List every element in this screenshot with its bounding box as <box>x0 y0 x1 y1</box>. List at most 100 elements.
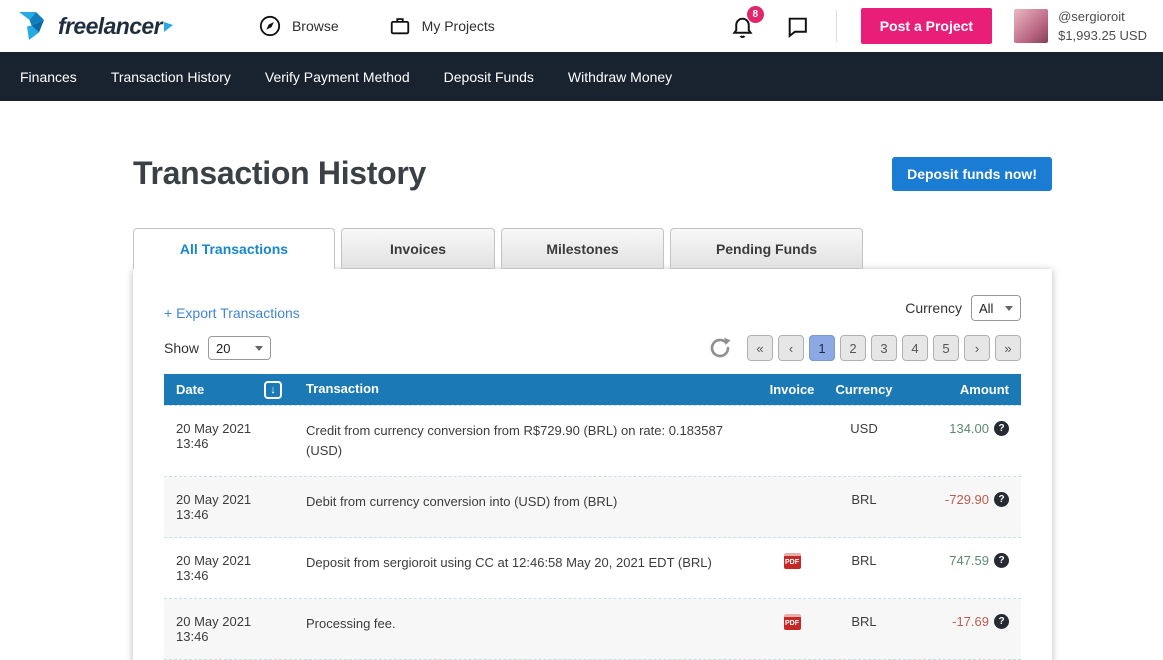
table-header: Date ↓ Transaction Invoice Currency Amou… <box>164 374 1021 405</box>
amount-value: 134.00 <box>949 421 989 436</box>
page-button-2[interactable]: 2 <box>840 335 866 361</box>
subnav-item-withdraw-money[interactable]: Withdraw Money <box>567 68 673 85</box>
chevron-down-icon <box>1005 305 1013 311</box>
page-button-5[interactable]: 5 <box>933 335 959 361</box>
subnav-item-deposit-funds[interactable]: Deposit Funds <box>443 68 534 85</box>
invoice-cell: PDF <box>761 553 823 570</box>
notifications-button[interactable]: 8 <box>730 5 764 39</box>
col-header-date[interactable]: Date ↓ <box>164 380 294 399</box>
table-body: 20 May 2021 13:46 Credit from currency co… <box>164 405 1021 660</box>
pdf-icon[interactable]: PDF <box>783 553 801 570</box>
page-button-4[interactable]: 4 <box>902 335 928 361</box>
page-button-3[interactable]: 3 <box>871 335 897 361</box>
currency-label: Currency <box>905 300 962 316</box>
col-header-invoice[interactable]: Invoice <box>769 382 815 397</box>
tab-pending-funds[interactable]: Pending Funds <box>670 228 863 269</box>
main-content: Transaction History Deposit funds now! A… <box>0 155 1163 660</box>
show-value: 20 <box>216 340 231 356</box>
page-button-1[interactable]: 1 <box>809 335 835 361</box>
nav-browse[interactable]: Browse <box>259 15 339 37</box>
page-button-last[interactable]: » <box>995 335 1021 361</box>
page-button-prev[interactable]: ‹ <box>778 335 804 361</box>
amount-cell: -17.69? <box>905 614 1021 630</box>
col-header-amount[interactable]: Amount <box>959 382 1009 397</box>
header-divider <box>835 10 837 42</box>
freelancer-bird-icon <box>19 12 44 40</box>
transaction-date: 20 May 2021 13:46 <box>176 421 252 451</box>
currency-filter: Currency All <box>905 295 1021 321</box>
col-header-transaction[interactable]: Transaction <box>306 381 379 397</box>
page-title: Transaction History <box>133 155 427 191</box>
header-right-cluster: 8 Post a Project @sergioroit $1,993.25 U… <box>730 5 1147 46</box>
amount-value: 747.59 <box>949 553 989 569</box>
briefcase-icon <box>390 18 409 35</box>
currency-cell: BRL <box>851 553 877 569</box>
tab-all-transactions[interactable]: All Transactions <box>133 228 335 276</box>
transactions-card: + Export Transactions Currency All Show … <box>133 269 1052 660</box>
col-header-currency[interactable]: Currency <box>835 382 893 397</box>
chat-icon <box>788 17 807 38</box>
pdf-icon[interactable]: PDF <box>783 614 801 631</box>
user-balance: $1,993.25 USD <box>1058 28 1147 43</box>
page-button-first[interactable]: « <box>747 335 773 361</box>
tab-milestones[interactable]: Milestones <box>501 228 664 269</box>
subnav-item-transaction-history[interactable]: Transaction History <box>110 68 231 85</box>
help-icon[interactable]: ? <box>994 553 1009 569</box>
table-row: 20 May 2021 13:46 Credit from currency co… <box>164 406 1021 478</box>
tabs: All Transactions Invoices Milestones Pendin… <box>133 228 1163 276</box>
user-meta[interactable]: @sergioroit $1,993.25 USD <box>1058 7 1147 46</box>
user-handle: @sergioroit <box>1058 8 1125 24</box>
sort-descending-icon[interactable]: ↓ <box>264 380 282 399</box>
bell-icon <box>732 17 753 38</box>
amount-value: -17.69 <box>952 614 989 630</box>
subnav-item-verify-payment-method[interactable]: Verify Payment Method <box>264 68 410 85</box>
top-header: freelancer Browse My Projects <box>0 0 1163 52</box>
show-label: Show <box>164 340 200 356</box>
deposit-funds-button[interactable]: Deposit funds now! <box>892 156 1052 191</box>
tab-invoices[interactable]: Invoices <box>341 228 495 269</box>
table-row: 20 May 2021 13:46 Processing fee. PDF BRL -1… <box>164 599 1021 660</box>
messages-button[interactable] <box>785 14 810 39</box>
date-header-label: Date <box>176 382 205 397</box>
toolbar-top: + Export Transactions Currency All <box>164 295 1021 321</box>
amount-value: -729.90 <box>944 492 989 508</box>
avatar[interactable] <box>1014 9 1049 43</box>
refresh-icon <box>710 337 731 358</box>
post-a-project-button[interactable]: Post a Project <box>860 8 993 44</box>
show-filter: Show 20 <box>164 336 272 360</box>
currency-select[interactable]: All <box>971 295 1021 321</box>
transaction-description: Credit from currency conversion from R$7… <box>306 423 723 459</box>
amount-cell: 747.59? <box>905 553 1021 569</box>
refresh-button[interactable] <box>707 335 733 361</box>
my-projects-label: My Projects <box>421 18 495 34</box>
help-icon[interactable]: ? <box>994 614 1009 630</box>
transaction-description: Deposit from sergioroit using CC at 12:4… <box>306 555 712 571</box>
finance-subnav: Finances Transaction History Verify Paymen… <box>0 52 1163 101</box>
currency-value: All <box>979 300 994 316</box>
page-button-next[interactable]: › <box>964 335 990 361</box>
freelancer-logo[interactable]: freelancer <box>18 8 173 44</box>
help-icon[interactable]: ? <box>994 421 1009 436</box>
currency-cell: BRL <box>851 614 877 630</box>
help-icon[interactable]: ? <box>994 492 1009 508</box>
export-transactions-link[interactable]: + Export Transactions <box>164 305 300 321</box>
transaction-description: Debit from currency conversion into (USD… <box>306 494 618 510</box>
pagination: «‹ 1 2 3 4 5 ›» <box>707 335 1021 361</box>
amount-cell: -729.90? <box>905 492 1021 508</box>
show-select[interactable]: 20 <box>208 336 272 360</box>
transaction-date: 20 May 2021 13:46 <box>176 553 252 584</box>
logo-swoosh <box>163 20 173 32</box>
browse-label: Browse <box>291 18 339 34</box>
toolbar-bottom: Show 20 «‹ 1 2 3 4 5 ›» <box>164 335 1021 361</box>
logo-text: freelancer <box>58 12 163 39</box>
invoice-cell: PDF <box>761 614 823 631</box>
notification-badge: 8 <box>746 5 764 23</box>
subnav-item-finances[interactable]: Finances <box>20 68 77 85</box>
table-row: 20 May 2021 13:46 Debit from currency con… <box>164 477 1021 539</box>
nav-my-projects[interactable]: My Projects <box>389 15 495 37</box>
transaction-date: 20 May 2021 13:46 <box>176 614 252 645</box>
compass-icon <box>259 15 281 37</box>
transactions-table: Date ↓ Transaction Invoice Currency Amou… <box>164 374 1021 660</box>
table-row: 20 May 2021 13:46 Deposit from sergioroit… <box>164 538 1021 600</box>
